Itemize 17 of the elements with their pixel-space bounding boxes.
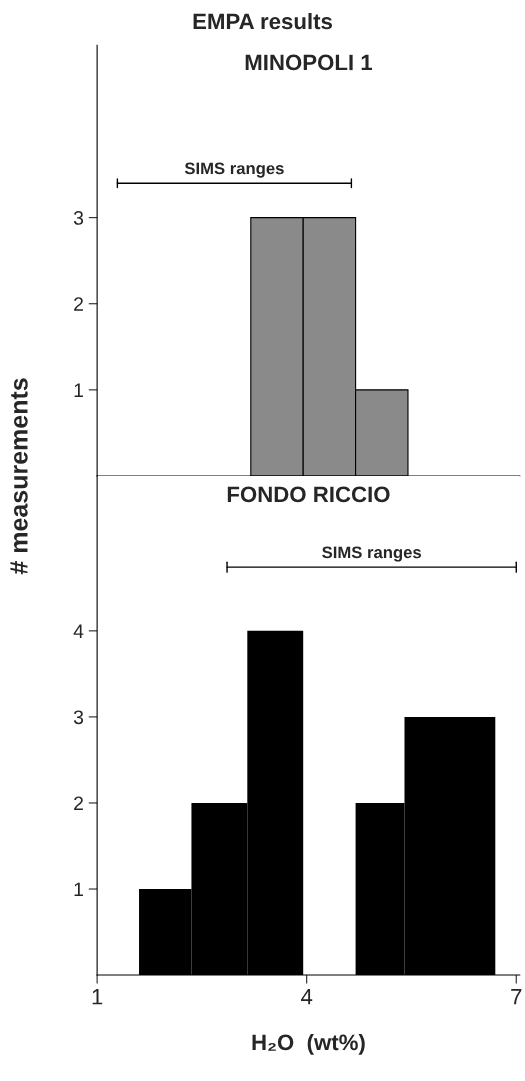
chart-title: MINOPOLI 1 (245, 54, 373, 71)
series-label: SIMS ranges (184, 162, 284, 178)
y-axis-title: # measurements (10, 378, 28, 575)
y-tick-label: 3 (73, 211, 84, 225)
series-label: SIMS ranges (322, 546, 421, 562)
text: EMPA results (193, 12, 332, 30)
x-tick-label: 4 (301, 989, 313, 1005)
chart-title: FONDO RICCIO (227, 486, 390, 503)
y-tick-label: 2 (74, 297, 83, 311)
y-tick-label: 2 (74, 796, 83, 810)
y-tick-label: 3 (73, 710, 84, 725)
y-tick-label: 4 (73, 624, 84, 638)
y-tick-label: 1 (74, 882, 83, 897)
x-tick-label: 1 (92, 989, 103, 1005)
x-tick-label: 7 (511, 989, 522, 1005)
x-axis-title: H₂O (wt%) (252, 1033, 365, 1055)
y-tick-label: 1 (74, 383, 83, 397)
